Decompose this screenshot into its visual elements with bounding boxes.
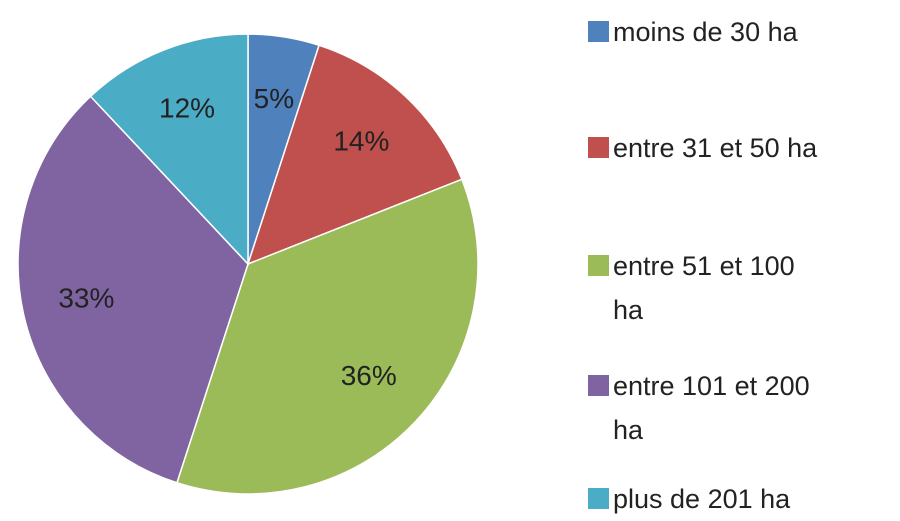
data-label: 12% [159, 92, 215, 123]
legend-swatch [588, 375, 609, 396]
pie-area: 5% 14% 36% 33% 12% [17, 33, 479, 495]
legend-swatch [588, 21, 609, 42]
legend-label: entre 101 et 200 ha [613, 371, 810, 445]
pie-slice [17, 95, 249, 484]
pie-slice [175, 178, 479, 495]
data-label: 5% [254, 83, 294, 114]
legend-swatch [588, 488, 609, 509]
legend-label: moins de 30 ha [613, 17, 798, 47]
legend-label: entre 51 et 100 ha [613, 251, 795, 325]
pie-slice [246, 44, 463, 266]
legend-swatch [588, 137, 609, 158]
data-label: 14% [333, 126, 389, 157]
legend-item: moins de 30 ha [588, 10, 825, 54]
legend-swatch [588, 255, 609, 276]
legend-item: entre 51 et 100 ha [588, 244, 825, 332]
data-label: 33% [58, 283, 114, 314]
legend-label: entre 31 et 50 ha [613, 133, 818, 163]
legend-label: plus de 201 ha [613, 484, 791, 514]
legend-item: entre 31 et 50 ha [588, 126, 825, 170]
legend-item: entre 101 et 200 ha [588, 364, 825, 452]
pie-slice [89, 33, 249, 266]
data-label: 36% [341, 360, 397, 391]
legend-item: plus de 201 ha [588, 477, 825, 521]
